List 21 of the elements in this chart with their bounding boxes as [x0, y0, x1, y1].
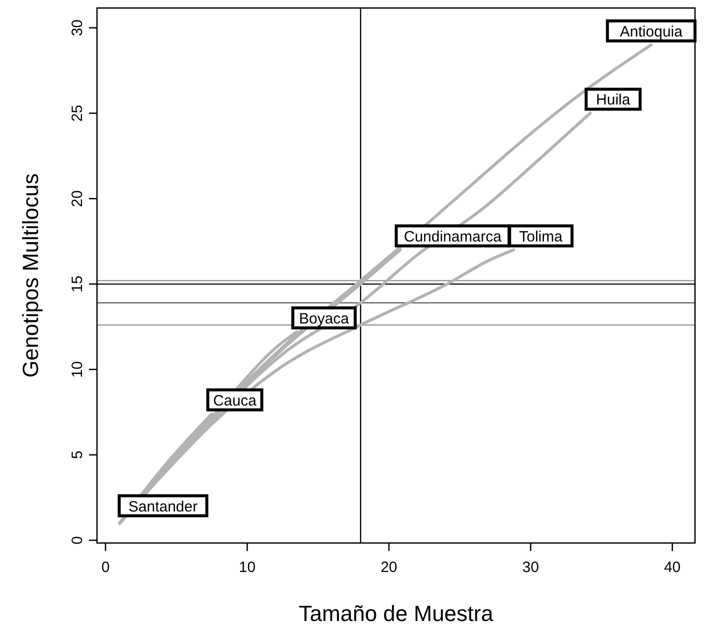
y-tick-label: 5: [69, 450, 86, 460]
series-label: Cauca: [213, 392, 258, 410]
series-label: Tolima: [519, 228, 564, 246]
y-tick-label: 30: [69, 19, 86, 36]
x-tick-label: 10: [238, 559, 256, 576]
x-tick-label: 30: [522, 559, 539, 576]
y-axis-title: Genotipos Multilocus: [18, 173, 43, 378]
series-label: Santander: [128, 498, 198, 516]
x-tick-label: 20: [380, 559, 398, 576]
y-tick-label: 0: [69, 536, 86, 544]
x-tick-label: 0: [101, 559, 110, 576]
y-tick-label: 15: [69, 276, 86, 292]
series-label: Antioquia: [620, 23, 684, 40]
series-label: Huila: [596, 92, 631, 109]
x-axis-title: Tamaño de Muestra: [298, 601, 494, 626]
y-tick-label: 10: [69, 361, 86, 378]
x-tick-label: 40: [664, 559, 681, 576]
y-tick-label: 25: [69, 104, 86, 122]
series-label: Cundinamarca: [404, 228, 502, 246]
series-label: Boyaca: [298, 310, 350, 328]
y-tick-label: 20: [69, 190, 86, 207]
